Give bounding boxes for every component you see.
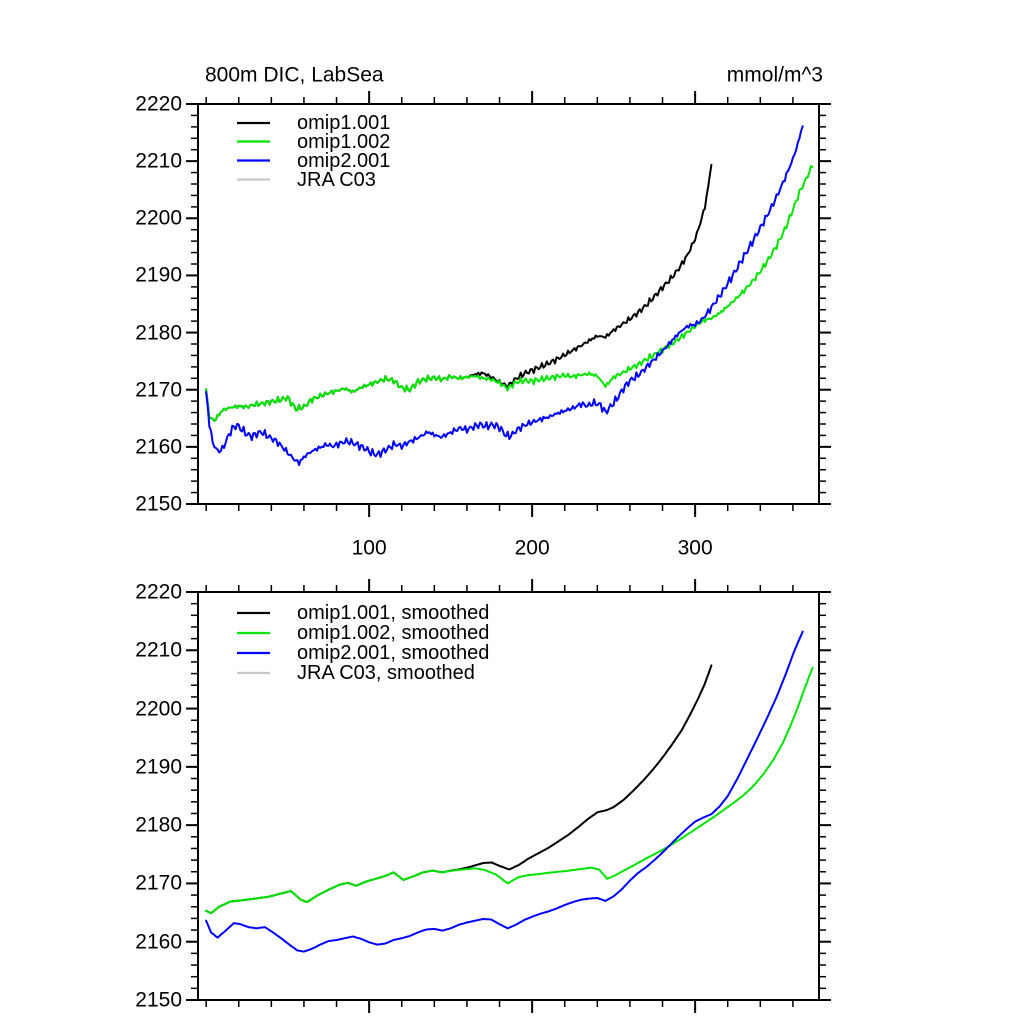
y-tick-label: 2200 xyxy=(135,206,182,230)
y-tick-label: 2200 xyxy=(135,697,182,721)
series-line-omip2.001 xyxy=(205,125,804,466)
y-tick-label: 2160 xyxy=(135,435,182,459)
x-tick-label: 300 xyxy=(677,536,713,560)
y-tick-label: 2190 xyxy=(135,263,182,287)
chart-units-label: mmol/m^3 xyxy=(726,63,823,87)
y-tick-label: 2160 xyxy=(135,930,182,954)
y-tick-label: 2150 xyxy=(135,492,182,516)
legend-item-label: omip1.001, smoothed xyxy=(297,602,490,624)
y-tick-label: 2180 xyxy=(135,813,182,837)
y-tick-label: 2220 xyxy=(135,92,182,116)
legend-item-label: omip1.002, smoothed xyxy=(297,622,490,644)
series-line-omip1.001 xyxy=(205,163,713,422)
legend-item-label: JRA C03 xyxy=(297,168,376,191)
y-tick-label: 2210 xyxy=(135,638,182,662)
axis-frame xyxy=(197,103,820,505)
y-tick-label: 2150 xyxy=(135,988,182,1012)
y-tick-label: 2220 xyxy=(135,580,182,604)
y-tick-label: 2170 xyxy=(135,871,182,895)
series-line-omip1.002-smoothed xyxy=(205,666,814,915)
series-line-omip1.002 xyxy=(205,165,814,422)
y-tick-label: 2190 xyxy=(135,755,182,779)
legend-item-label: omip2.001 xyxy=(297,149,391,172)
legend-item-label: omip2.001, smoothed xyxy=(297,642,490,664)
legend-item-label: omip1.002 xyxy=(297,130,391,153)
axis-frame xyxy=(197,591,820,1001)
legend-item-label: omip1.001 xyxy=(297,112,391,134)
y-tick-label: 2210 xyxy=(135,149,182,173)
chart-title: 800m DIC, LabSea xyxy=(205,63,384,87)
x-tick-label: 100 xyxy=(351,536,387,560)
x-tick-label: 200 xyxy=(514,536,550,560)
legend-item-label: JRA C03, smoothed xyxy=(297,662,475,684)
y-tick-label: 2180 xyxy=(135,321,182,345)
y-tick-label: 2170 xyxy=(135,378,182,402)
series-line-omip2.001-smoothed xyxy=(205,630,804,953)
